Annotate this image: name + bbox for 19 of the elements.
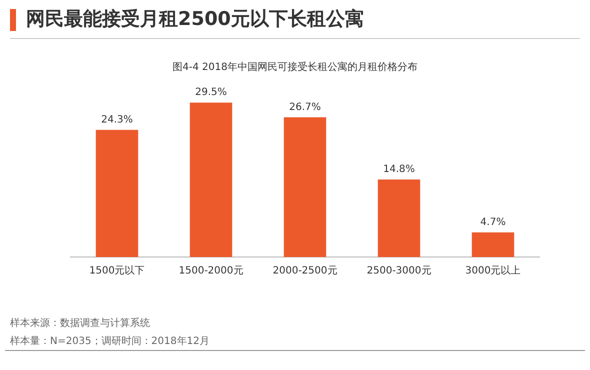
x-tick-label: 2500-3000元 <box>366 266 432 277</box>
x-tick-label: 1500元以下 <box>89 264 145 277</box>
text: 样本来源：数据调查与计算系统 <box>10 316 151 331</box>
data-label: 26.7% <box>289 102 321 113</box>
data-label: 24.3% <box>101 114 133 126</box>
bar <box>378 180 420 257</box>
data-label: 4.7% <box>480 216 506 228</box>
data-label: 14.8% <box>383 164 415 176</box>
chart-subtitle: 图4-4 2018年中国网民可接受长租公寓的月租价格分布 <box>172 60 418 74</box>
bar <box>472 232 514 257</box>
bar <box>284 117 326 257</box>
x-tick-label: 2000-2500元 <box>272 266 338 277</box>
bar <box>96 130 138 257</box>
chart-title: 网民最能接受月租2500元以下长租公寓 <box>26 7 364 32</box>
x-tick-label: 1500-2000元 <box>178 266 244 277</box>
text: 样本量：N=2035；调研时间：2018年12月 <box>10 334 210 349</box>
data-label: 29.5% <box>195 87 227 98</box>
x-tick-label: 3000元以上 <box>465 264 521 277</box>
bar <box>190 102 232 257</box>
